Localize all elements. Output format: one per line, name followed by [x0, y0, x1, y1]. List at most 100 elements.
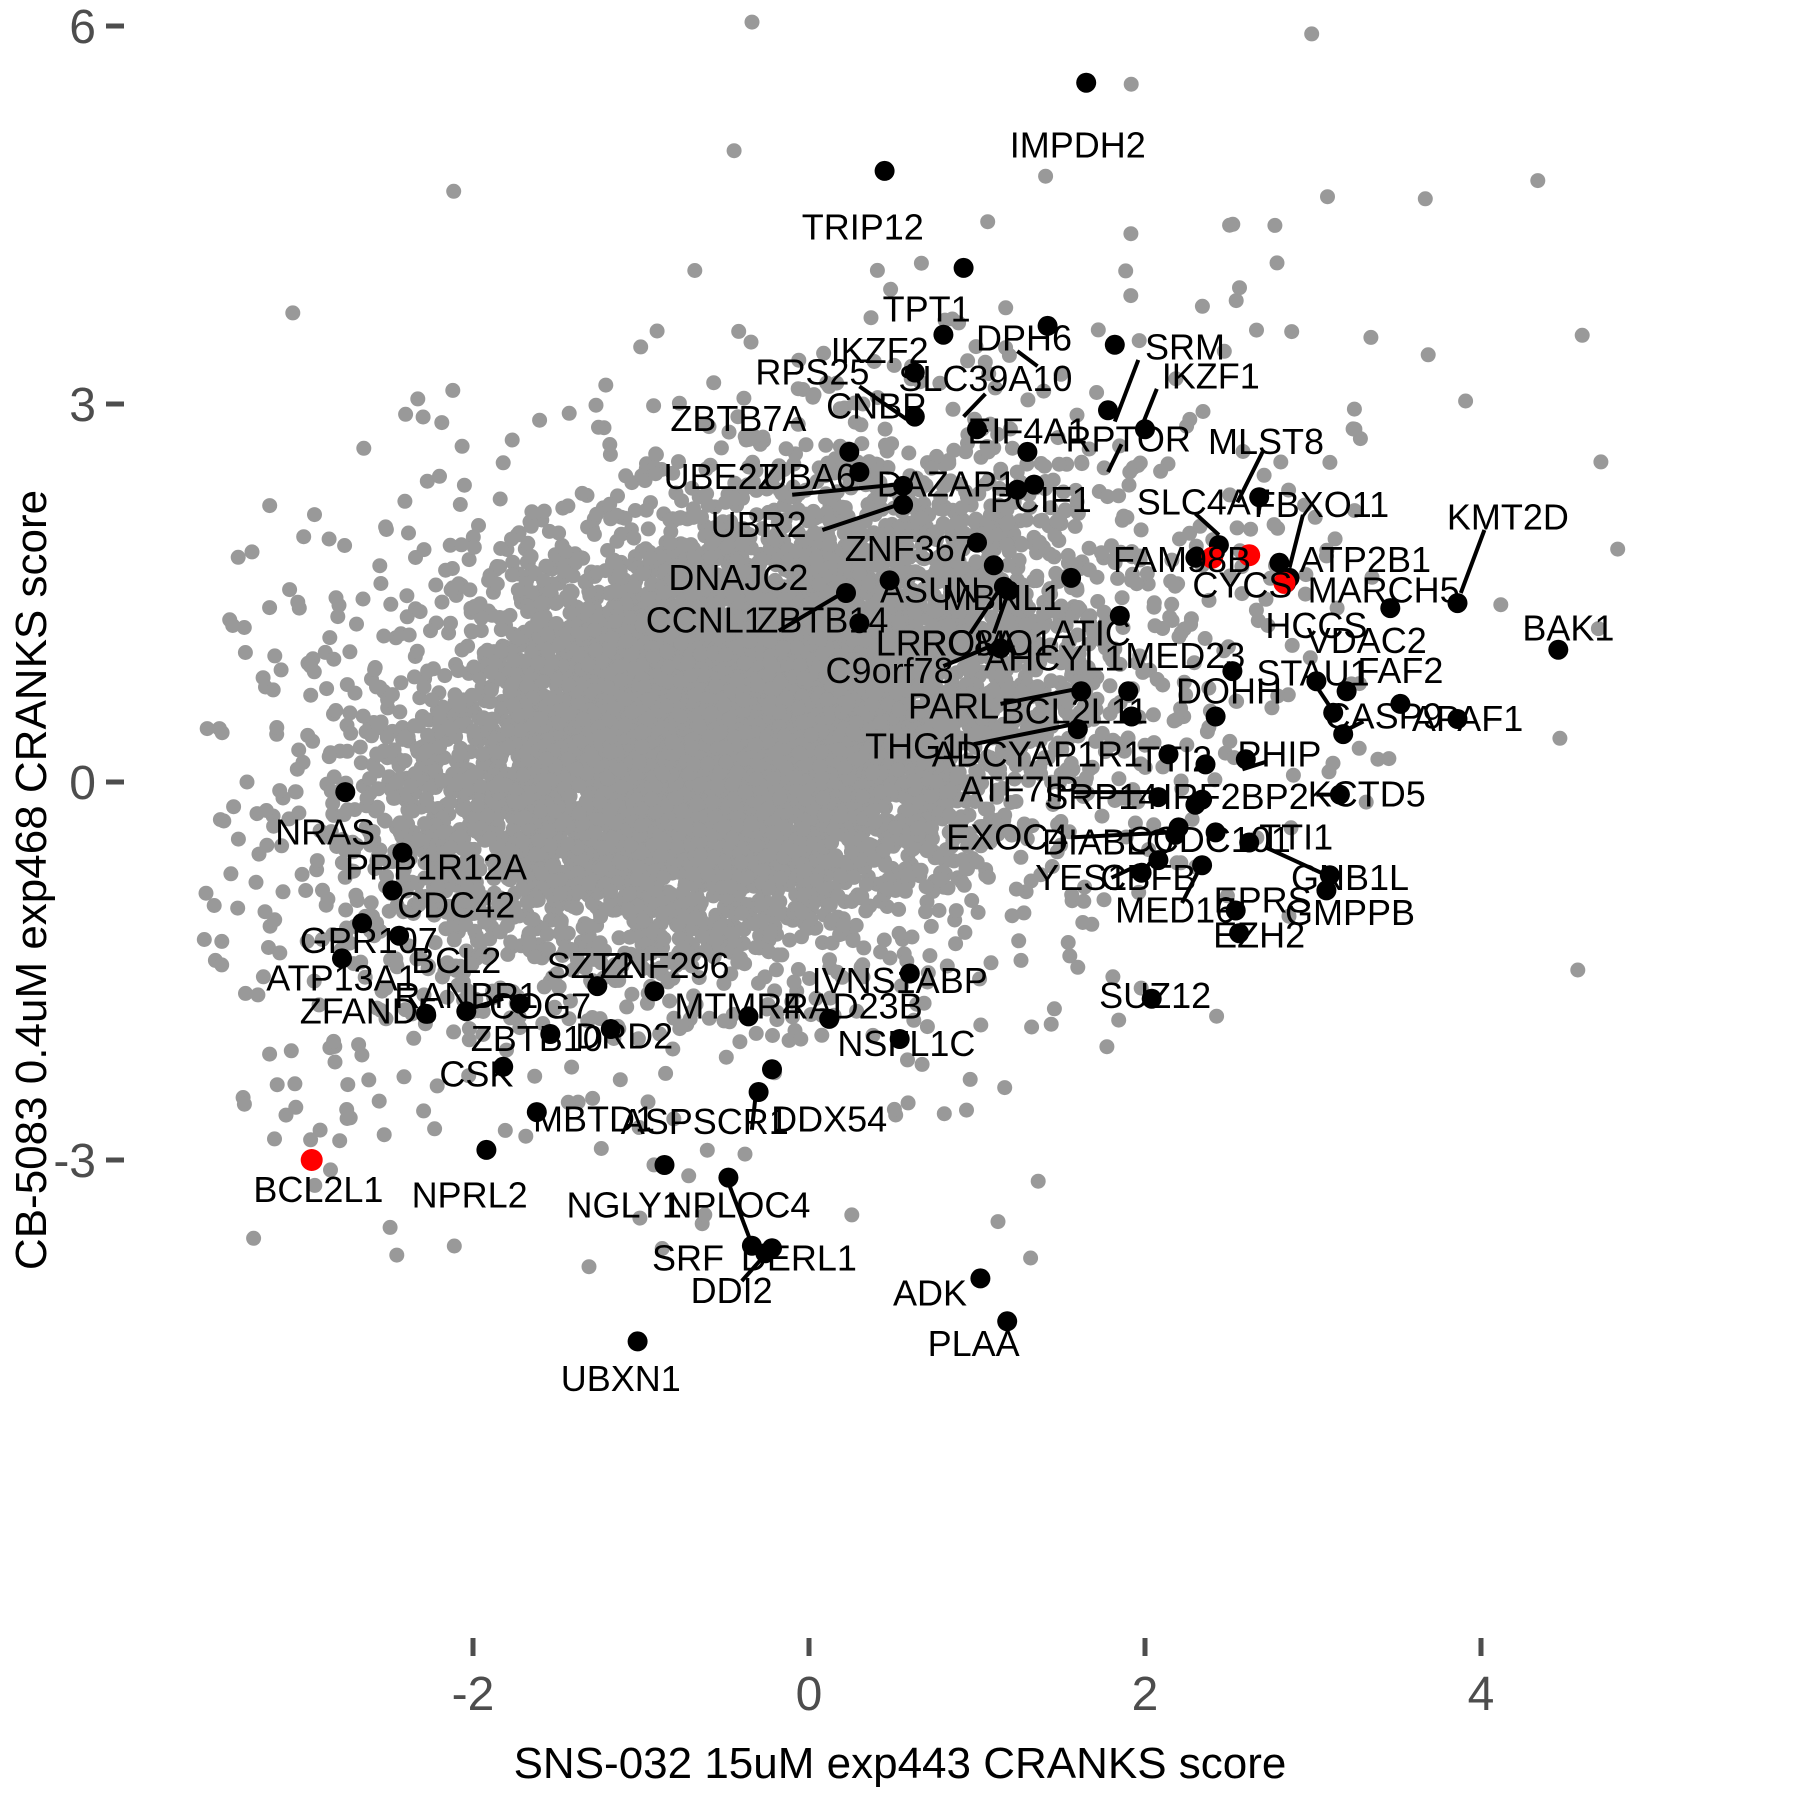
background-point — [856, 940, 872, 956]
background-point — [273, 662, 289, 678]
background-point — [1197, 631, 1213, 646]
background-point — [464, 687, 480, 703]
background-point — [409, 643, 425, 659]
background-point — [1179, 737, 1195, 753]
background-point — [444, 561, 460, 576]
background-point — [640, 521, 656, 537]
background-point — [581, 1259, 597, 1275]
background-point — [236, 620, 252, 635]
background-point — [416, 1103, 432, 1119]
background-point — [803, 1007, 819, 1023]
background-point — [991, 480, 1007, 496]
background-point — [1264, 700, 1280, 716]
background-point — [262, 498, 278, 514]
background-point — [399, 609, 415, 625]
background-point — [732, 1034, 748, 1050]
background-point — [389, 1247, 405, 1263]
background-point — [373, 576, 389, 591]
background-point — [561, 405, 577, 421]
background-point — [399, 588, 415, 604]
background-point — [1111, 488, 1127, 504]
background-point — [1493, 597, 1509, 613]
background-point — [619, 999, 635, 1015]
background-point — [372, 558, 388, 574]
background-point — [998, 300, 1014, 316]
background-point — [492, 559, 508, 575]
background-point — [731, 323, 747, 339]
background-point — [461, 552, 477, 568]
background-point — [510, 582, 526, 598]
background-point — [456, 477, 472, 493]
background-point — [393, 675, 409, 691]
background-point — [1069, 407, 1085, 423]
background-point — [406, 1030, 422, 1046]
background-point — [342, 644, 358, 660]
background-point — [294, 866, 310, 882]
background-point — [326, 651, 342, 667]
background-point — [948, 936, 964, 952]
background-point — [429, 1078, 445, 1094]
background-point — [891, 901, 907, 917]
background-point — [547, 999, 563, 1015]
background-point — [434, 594, 450, 610]
background-point — [876, 932, 892, 948]
background-point — [561, 1011, 577, 1027]
background-point — [814, 1027, 830, 1043]
background-point — [327, 1054, 343, 1070]
background-point — [1216, 343, 1232, 359]
background-point — [959, 1102, 974, 1118]
background-point — [923, 918, 939, 934]
background-point — [291, 742, 307, 758]
background-point — [649, 323, 665, 339]
background-point — [452, 497, 468, 512]
background-point — [356, 440, 372, 456]
background-point — [1194, 298, 1210, 314]
background-point — [818, 437, 834, 453]
background-point — [564, 1059, 580, 1075]
background-point — [1114, 590, 1130, 606]
background-point — [977, 354, 993, 370]
background-point — [1127, 815, 1143, 831]
background-point — [798, 437, 814, 453]
background-point — [765, 1028, 780, 1043]
background-point — [886, 1101, 902, 1117]
background-point — [267, 1131, 282, 1147]
background-point — [863, 310, 879, 326]
background-point — [527, 1068, 543, 1084]
background-point — [646, 398, 662, 414]
background-point — [1030, 1173, 1046, 1189]
background-point — [588, 397, 604, 413]
background-point — [1327, 531, 1343, 547]
background-point — [355, 591, 371, 607]
background-point — [371, 1093, 387, 1109]
background-point — [348, 887, 364, 903]
background-point — [631, 1120, 647, 1135]
background-point — [919, 1019, 935, 1035]
background-point — [939, 958, 955, 974]
background-point — [282, 582, 298, 598]
background-point — [307, 1177, 323, 1193]
background-point — [1009, 464, 1025, 480]
background-point — [1222, 733, 1238, 749]
background-point — [239, 774, 255, 790]
background-point — [883, 281, 899, 297]
background-point — [1146, 599, 1162, 615]
background-point — [560, 498, 576, 514]
background-point — [305, 733, 321, 749]
background-point — [223, 866, 239, 882]
background-point — [1209, 1008, 1225, 1024]
background-point — [330, 609, 346, 625]
background-point — [289, 761, 305, 777]
background-point — [307, 507, 322, 523]
background-point — [1133, 522, 1149, 538]
background-point — [1297, 497, 1313, 513]
background-point — [593, 1141, 609, 1156]
background-point — [1234, 586, 1250, 602]
background-point — [285, 305, 301, 321]
background-point — [957, 924, 973, 940]
background-point — [337, 538, 353, 553]
background-point — [409, 951, 425, 967]
background-point — [1018, 512, 1034, 528]
background-point — [612, 1072, 628, 1088]
background-point — [230, 549, 246, 565]
